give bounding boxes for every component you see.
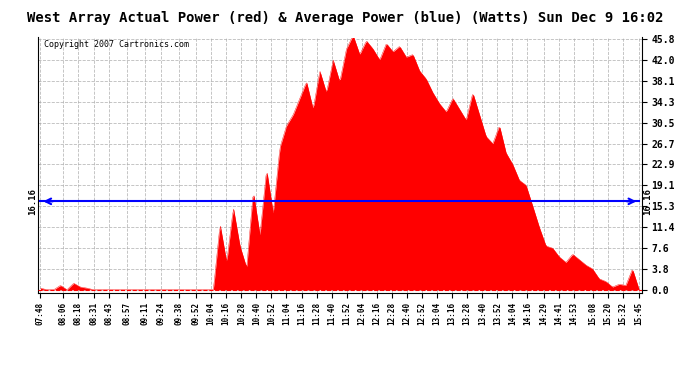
Text: 16.16: 16.16 [643, 188, 652, 215]
Text: Copyright 2007 Cartronics.com: Copyright 2007 Cartronics.com [44, 40, 189, 49]
Text: West Array Actual Power (red) & Average Power (blue) (Watts) Sun Dec 9 16:02: West Array Actual Power (red) & Average … [27, 11, 663, 25]
Text: 16.16: 16.16 [28, 188, 37, 215]
